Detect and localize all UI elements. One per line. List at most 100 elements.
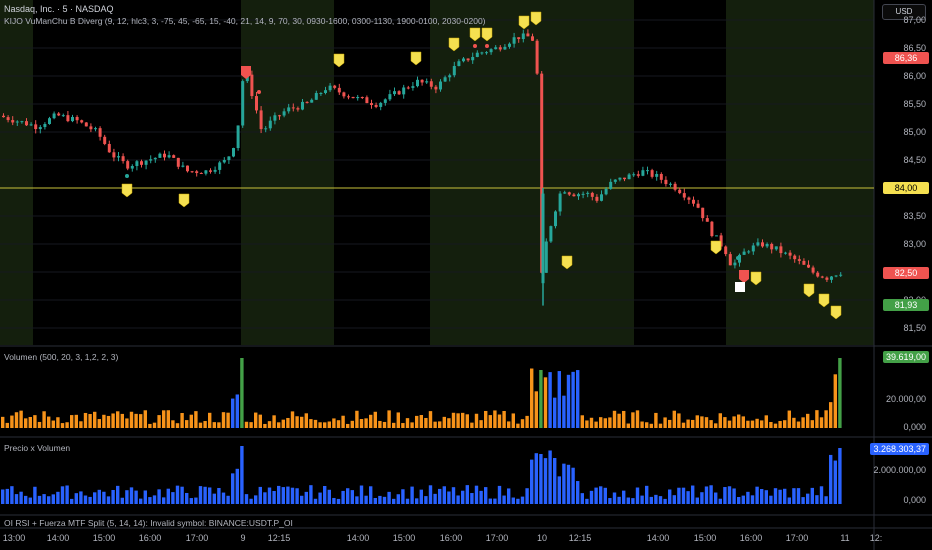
pv-bar [695,497,699,504]
candle-body [669,183,672,185]
candle-body [34,124,38,130]
volume-bar [263,423,267,428]
volume-bar [231,398,235,428]
volume-bar [401,423,405,428]
hline-price-tag: 84,00 [883,182,929,194]
volume-bar [350,420,354,428]
volume-bar [700,416,704,428]
pv-bar [502,495,506,504]
pv-bar [769,495,773,504]
oi-pane-label[interactable]: OI RSI + Fuerza MTF Split (5, 14, 14): I… [4,518,293,528]
pv-bar [516,498,520,504]
candle-body [2,115,5,118]
indicator-legend[interactable]: KIJO VuManChu B Diverg (9, 12, hlc3, 3, … [4,16,486,26]
candle-body [149,159,153,161]
volume-bar [106,415,111,428]
volume-bar [249,422,253,428]
pv-bar [484,487,488,504]
signal-flag [333,53,345,68]
volume-bar [111,413,115,428]
volume-pane-label[interactable]: Volumen (500, 20, 3, 1,2, 2, 3) [4,352,119,362]
pv-bar [410,486,414,504]
pv-bar [783,488,787,504]
pv-bar [79,491,83,504]
pv-bar [819,486,824,504]
pv-bar [263,492,267,504]
volume-bar [599,417,603,428]
volume-bar [484,410,488,428]
pv-bar [645,485,649,504]
symbol-title[interactable]: Nasdaq, Inc. · 5 · NASDAQ [4,4,114,14]
candle-body [807,264,810,268]
candle-body [659,173,663,180]
volume-bar [571,371,575,428]
signal-flag [830,305,842,320]
pv-bar [93,492,97,504]
pv-bar [622,490,626,504]
volume-bar [769,422,773,428]
candle-body [195,171,199,174]
candle-body [439,81,442,90]
volume-bar [387,410,391,428]
pv-bar [640,495,644,504]
volume-bar [419,415,423,428]
volume-bar [576,370,580,428]
currency-button[interactable]: USD [882,4,926,20]
volume-bar [539,370,543,428]
volume-bar [658,423,663,428]
candle-body [314,93,318,100]
volume-bar [645,422,649,428]
candle-body [462,58,465,62]
candle-body [107,143,111,153]
volume-bar [42,411,46,428]
candle-body [324,90,327,93]
pv-bar [106,496,111,504]
candle-body [705,218,709,222]
volume-bar [415,415,419,428]
signal-flag [481,27,493,42]
pv-bar [824,496,828,504]
pv-bar [387,491,391,504]
volume-bar [290,411,295,428]
pv-bar [129,487,134,504]
pv-bar [70,498,74,504]
candle-body [526,33,530,37]
pv-bar [231,473,235,504]
candle-body [38,127,42,130]
pv-bar [10,486,14,504]
volume-bar [148,423,152,428]
signal-flag [818,293,830,308]
volume-bar [493,410,497,428]
volume-bar [10,415,14,428]
pv-bar [272,490,276,504]
volume-bar [355,410,359,428]
candle-body [342,92,346,97]
candle-body [11,120,15,123]
pv-bar [507,488,511,504]
pv-bar [686,491,690,504]
volume-bar [548,372,552,428]
price-axis-label: 86,50 [903,43,926,53]
pv-bar [796,488,801,504]
pv-bar [254,495,258,504]
pv-bar [461,490,465,504]
candle-body [402,87,406,95]
candle-body [541,193,545,284]
price-axis-label: 83,50 [903,211,926,221]
volume-bar [180,412,184,428]
pv-bar [33,486,37,504]
candle-body [61,115,65,117]
pv-bar [714,492,718,504]
volume-bar [267,421,272,428]
candle-body [287,107,291,112]
signal-flag [710,240,722,255]
pv-bar [599,486,603,504]
pv-pane-label[interactable]: Precio x Volumen [4,443,71,453]
volume-bar [787,410,791,428]
price-axis-label: 86,00 [903,71,926,81]
volume-bar [520,419,525,428]
volume-bar [672,410,676,428]
volume-bar [60,423,65,428]
volume-bar [603,418,607,428]
